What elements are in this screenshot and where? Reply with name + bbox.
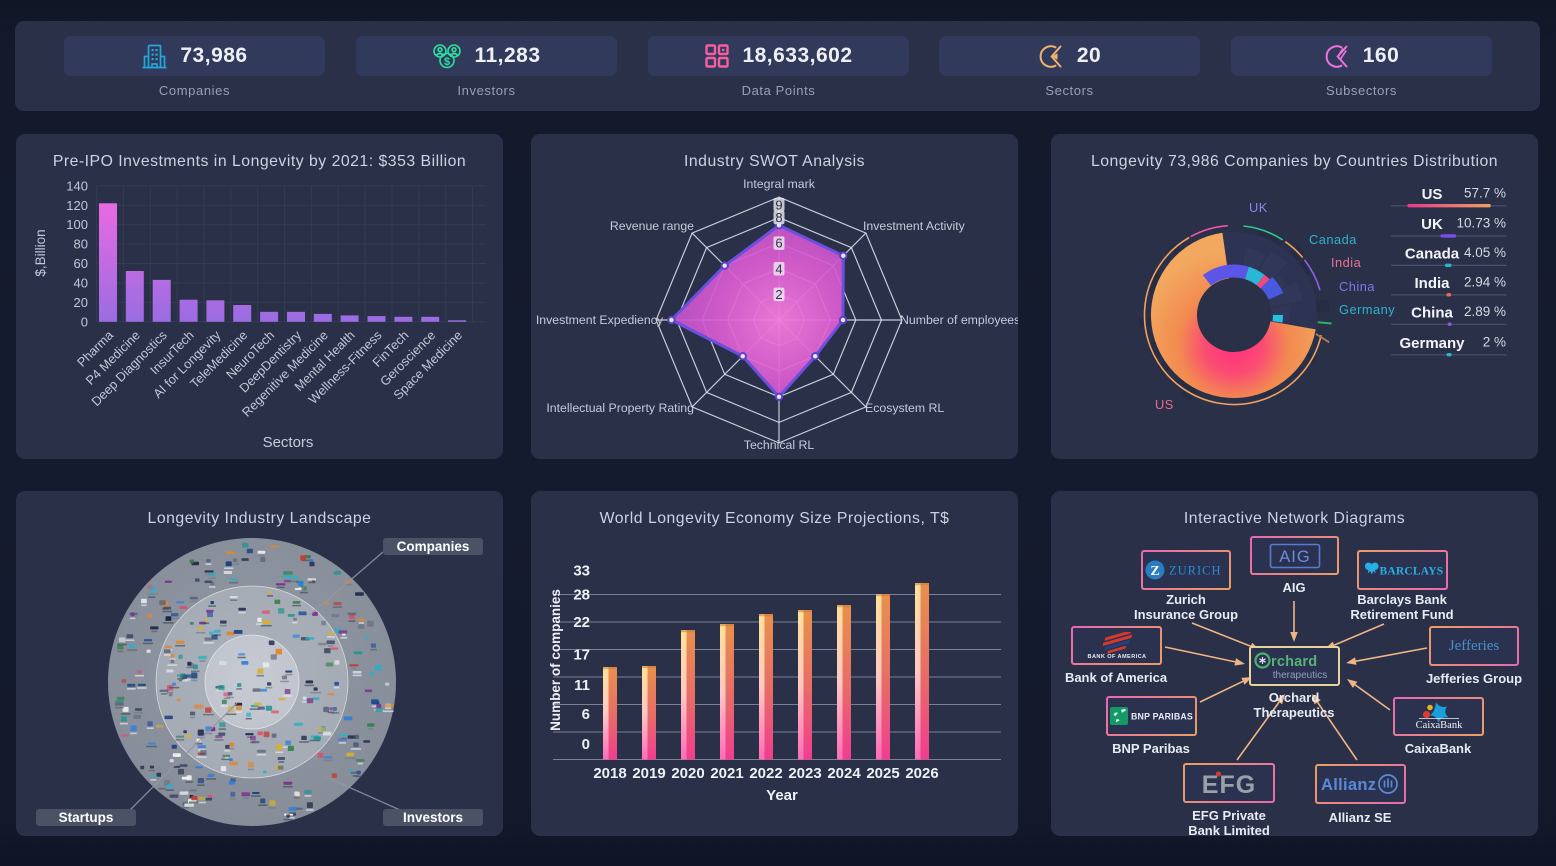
- svg-text:Canada: Canada: [1309, 232, 1357, 247]
- svg-text:10.73 %: 10.73 %: [1456, 216, 1506, 231]
- svg-text:2026: 2026: [905, 765, 938, 782]
- svg-text:100: 100: [66, 217, 88, 232]
- svg-text:ZURICH: ZURICH: [1169, 564, 1222, 578]
- svg-text:40: 40: [74, 276, 88, 291]
- svg-text:BARCLAYS: BARCLAYS: [1379, 566, 1443, 578]
- svg-text:20: 20: [74, 295, 88, 310]
- svg-text:33: 33: [573, 563, 590, 580]
- svg-text:6: 6: [775, 236, 782, 251]
- svg-text:57.7 %: 57.7 %: [1464, 185, 1506, 200]
- svg-text:2.89 %: 2.89 %: [1464, 304, 1506, 319]
- svg-text:Sectors: Sectors: [263, 434, 314, 451]
- svg-text:BNP PARIBAS: BNP PARIBAS: [1131, 712, 1193, 722]
- svg-text:17: 17: [573, 647, 590, 664]
- svg-text:Year: Year: [766, 787, 798, 804]
- svg-text:EFG: EFG: [1202, 771, 1256, 797]
- svg-text:Germany: Germany: [1339, 302, 1395, 317]
- svg-text:0: 0: [81, 314, 88, 329]
- svg-text:China: China: [1411, 304, 1453, 321]
- svg-text:BANK OF AMERICA: BANK OF AMERICA: [1087, 654, 1146, 659]
- svg-text:Technical RL: Technical RL: [744, 438, 815, 452]
- svg-text:AIG: AIG: [1279, 548, 1310, 566]
- svg-text:22: 22: [573, 614, 590, 631]
- svg-text:2 %: 2 %: [1483, 334, 1506, 349]
- svg-text:2023: 2023: [788, 765, 821, 782]
- svg-text:9: 9: [775, 197, 782, 212]
- svg-text:CaixaBank: CaixaBank: [1415, 720, 1462, 731]
- svg-text:Number of employees: Number of employees: [900, 313, 1018, 327]
- svg-text:2020: 2020: [671, 765, 704, 782]
- svg-text:Ecosystem RL: Ecosystem RL: [865, 401, 944, 415]
- svg-text:Allianz: Allianz: [1321, 776, 1376, 794]
- svg-text:4: 4: [775, 261, 782, 276]
- svg-text:2021: 2021: [710, 765, 743, 782]
- svg-text:US: US: [1155, 397, 1174, 412]
- svg-text:India: India: [1414, 275, 1450, 292]
- svg-text:$,Billion: $,Billion: [33, 229, 48, 276]
- svg-text:$: $: [444, 56, 450, 68]
- svg-text:Revenue range: Revenue range: [610, 219, 694, 233]
- svg-text:Intellectual Property Rating: Intellectual Property Rating: [546, 401, 694, 415]
- svg-text:6: 6: [582, 706, 590, 723]
- svg-text:2018: 2018: [593, 765, 626, 782]
- svg-text:2024: 2024: [827, 765, 861, 782]
- svg-text:Investment Activity: Investment Activity: [863, 219, 966, 233]
- svg-text:UK: UK: [1249, 200, 1268, 215]
- svg-text:Canada: Canada: [1405, 245, 1460, 262]
- svg-text:140: 140: [66, 178, 88, 193]
- svg-text:UK: UK: [1421, 216, 1443, 233]
- svg-text:rchard: rchard: [1271, 654, 1317, 670]
- svg-text:2: 2: [775, 287, 782, 302]
- svg-text:Z: Z: [1150, 564, 1159, 579]
- svg-text:4.05 %: 4.05 %: [1464, 245, 1506, 260]
- svg-text:8: 8: [775, 210, 782, 225]
- svg-text:120: 120: [66, 198, 88, 213]
- svg-text:China: China: [1339, 279, 1375, 294]
- svg-text:80: 80: [74, 237, 88, 252]
- svg-text:Number of companies: Number of companies: [548, 589, 563, 731]
- svg-text:2019: 2019: [632, 765, 665, 782]
- svg-text:Germany: Germany: [1399, 335, 1465, 352]
- svg-text:60: 60: [74, 256, 88, 271]
- svg-text:India: India: [1331, 255, 1362, 270]
- svg-text:Investment Expediency: Investment Expediency: [536, 313, 664, 327]
- svg-text:US: US: [1422, 186, 1443, 203]
- svg-text:2022: 2022: [749, 765, 782, 782]
- svg-text:therapeutics: therapeutics: [1272, 670, 1326, 681]
- svg-text:0: 0: [582, 736, 590, 753]
- svg-text:2025: 2025: [866, 765, 899, 782]
- svg-text:2.94 %: 2.94 %: [1464, 274, 1506, 289]
- svg-text:11: 11: [574, 677, 590, 694]
- svg-text:28: 28: [573, 586, 590, 603]
- svg-text:Integral mark: Integral mark: [743, 177, 816, 191]
